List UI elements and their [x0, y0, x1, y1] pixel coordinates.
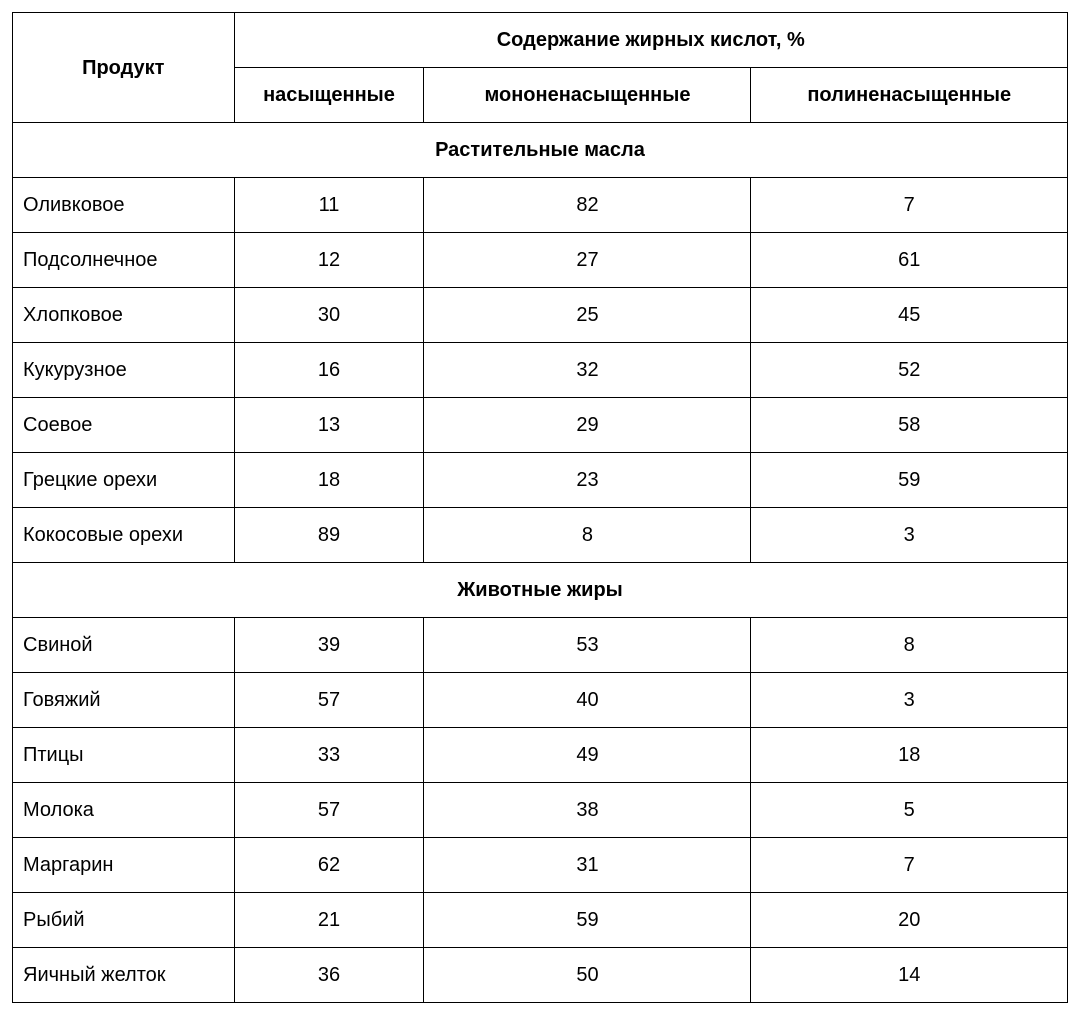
cell-product-name: Рыбий — [13, 893, 235, 948]
cell-product-name: Кокосовые орехи — [13, 508, 235, 563]
cell-saturated: 21 — [234, 893, 424, 948]
cell-saturated: 30 — [234, 288, 424, 343]
table-row: Хлопковое302545 — [13, 288, 1068, 343]
section-row: Животные жиры — [13, 563, 1068, 618]
col-header-poly: полиненасыщенные — [751, 68, 1068, 123]
cell-mono: 40 — [424, 673, 751, 728]
cell-poly: 52 — [751, 343, 1068, 398]
cell-saturated: 12 — [234, 233, 424, 288]
cell-mono: 32 — [424, 343, 751, 398]
cell-saturated: 39 — [234, 618, 424, 673]
cell-mono: 38 — [424, 783, 751, 838]
cell-product-name: Маргарин — [13, 838, 235, 893]
cell-saturated: 11 — [234, 178, 424, 233]
table-row: Подсолнечное122761 — [13, 233, 1068, 288]
cell-mono: 29 — [424, 398, 751, 453]
cell-mono: 59 — [424, 893, 751, 948]
cell-poly: 7 — [751, 838, 1068, 893]
table-row: Молока57385 — [13, 783, 1068, 838]
cell-product-name: Свиной — [13, 618, 235, 673]
col-header-saturated: насыщенные — [234, 68, 424, 123]
col-header-product: Продукт — [13, 13, 235, 123]
col-header-mono: мононенасыщенные — [424, 68, 751, 123]
cell-product-name: Грецкие орехи — [13, 453, 235, 508]
table-row: Оливковое11827 — [13, 178, 1068, 233]
cell-saturated: 62 — [234, 838, 424, 893]
cell-saturated: 33 — [234, 728, 424, 783]
col-header-group: Содержание жирных кислот, % — [234, 13, 1067, 68]
cell-poly: 59 — [751, 453, 1068, 508]
cell-product-name: Оливковое — [13, 178, 235, 233]
cell-poly: 7 — [751, 178, 1068, 233]
cell-poly: 5 — [751, 783, 1068, 838]
cell-poly: 45 — [751, 288, 1068, 343]
cell-poly: 8 — [751, 618, 1068, 673]
cell-poly: 3 — [751, 673, 1068, 728]
cell-poly: 20 — [751, 893, 1068, 948]
section-title: Животные жиры — [13, 563, 1068, 618]
table-row: Кокосовые орехи8983 — [13, 508, 1068, 563]
cell-poly: 18 — [751, 728, 1068, 783]
cell-poly: 58 — [751, 398, 1068, 453]
table-row: Рыбий215920 — [13, 893, 1068, 948]
table-row: Кукурузное163252 — [13, 343, 1068, 398]
cell-mono: 23 — [424, 453, 751, 508]
cell-product-name: Подсолнечное — [13, 233, 235, 288]
cell-mono: 53 — [424, 618, 751, 673]
cell-saturated: 57 — [234, 673, 424, 728]
cell-saturated: 13 — [234, 398, 424, 453]
table-row: Свиной39538 — [13, 618, 1068, 673]
table-row: Птицы334918 — [13, 728, 1068, 783]
cell-product-name: Птицы — [13, 728, 235, 783]
cell-mono: 82 — [424, 178, 751, 233]
cell-saturated: 57 — [234, 783, 424, 838]
cell-product-name: Говяжий — [13, 673, 235, 728]
cell-saturated: 16 — [234, 343, 424, 398]
table-header-row-1: Продукт Содержание жирных кислот, % — [13, 13, 1068, 68]
cell-poly: 3 — [751, 508, 1068, 563]
table-row: Маргарин62317 — [13, 838, 1068, 893]
cell-poly: 61 — [751, 233, 1068, 288]
cell-product-name: Молока — [13, 783, 235, 838]
cell-mono: 8 — [424, 508, 751, 563]
section-row: Растительные масла — [13, 123, 1068, 178]
cell-mono: 25 — [424, 288, 751, 343]
cell-saturated: 18 — [234, 453, 424, 508]
cell-mono: 27 — [424, 233, 751, 288]
fatty-acids-table: Продукт Содержание жирных кислот, % насы… — [12, 12, 1068, 1003]
cell-product-name: Соевое — [13, 398, 235, 453]
cell-product-name: Кукурузное — [13, 343, 235, 398]
table-row: Говяжий57403 — [13, 673, 1068, 728]
cell-mono: 31 — [424, 838, 751, 893]
table-row: Соевое132958 — [13, 398, 1068, 453]
table-body: Растительные маслаОливковое11827Подсолне… — [13, 123, 1068, 1003]
cell-product-name: Хлопковое — [13, 288, 235, 343]
cell-mono: 49 — [424, 728, 751, 783]
section-title: Растительные масла — [13, 123, 1068, 178]
table-row: Грецкие орехи182359 — [13, 453, 1068, 508]
cell-saturated: 89 — [234, 508, 424, 563]
